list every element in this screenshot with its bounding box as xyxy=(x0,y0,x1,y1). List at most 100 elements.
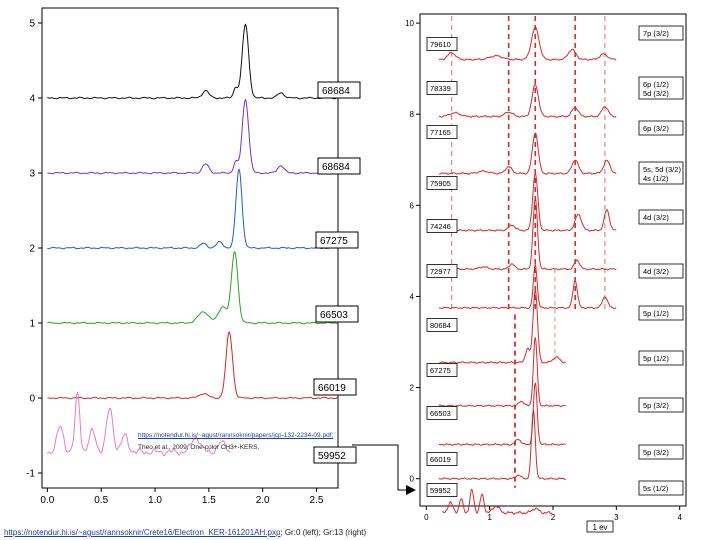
right-series-label-box xyxy=(426,264,458,278)
left-series-label: 59952 xyxy=(318,451,346,462)
left-series-label: 68684 xyxy=(322,86,350,97)
left-xtick-label: 1.5 xyxy=(202,495,216,506)
right-y-axis: 0 2 4 6 8 10 xyxy=(405,19,420,484)
left-series-label-box xyxy=(317,157,361,175)
right-state-label-box xyxy=(638,209,684,225)
right-series-line xyxy=(438,84,617,118)
right-series-label-box xyxy=(426,125,458,139)
right-series-label: 66019 xyxy=(430,455,451,464)
caption-url[interactable]: https://notendur.hi.is/~agust/rannsoknir… xyxy=(138,432,334,439)
right-series-line xyxy=(439,132,617,175)
right-state-label: 4d (3/2) xyxy=(643,267,669,276)
right-xtick-label: 0 xyxy=(424,513,429,522)
right-x-axis-label: 1 ev xyxy=(586,520,614,533)
left-y-axis: -1 0 1 2 3 4 5 xyxy=(26,19,42,480)
left-series-label-box xyxy=(315,231,359,249)
right-xtick-label: 4 xyxy=(677,513,682,522)
left-labels-group: 68684 68684 67275 66503 66019 59952 xyxy=(313,81,361,464)
left-series-line xyxy=(46,391,231,457)
right-state-label-box xyxy=(638,263,684,279)
left-series-line xyxy=(47,98,339,175)
right-ytick-label: 4 xyxy=(410,292,415,301)
right-x-axis-label-box xyxy=(586,520,614,533)
right-series-line xyxy=(442,488,553,515)
right-series-label: 80684 xyxy=(430,321,451,330)
right-ytick-label: 2 xyxy=(410,384,415,393)
left-series-line xyxy=(47,331,339,400)
right-ytick-label: 6 xyxy=(410,201,415,210)
footer-link[interactable]: https://notendur.hi.is/~agust/rannsoknir… xyxy=(4,528,281,537)
right-series-label-box xyxy=(426,483,458,497)
left-ytick-label: 4 xyxy=(29,94,35,105)
right-series-label-box xyxy=(426,318,458,332)
connector-arrow xyxy=(352,444,416,495)
left-ytick-label: 0 xyxy=(29,394,35,405)
right-ytick-label: 0 xyxy=(410,475,415,484)
right-series-label-box xyxy=(426,219,458,233)
right-series-label-box xyxy=(426,176,458,190)
right-series-line xyxy=(438,409,566,481)
left-x-axis: 0.0 0.5 1.0 1.5 2.0 2.5 xyxy=(40,488,324,506)
right-series-label-box xyxy=(426,363,458,377)
right-xtick-label: 2 xyxy=(551,513,556,522)
right-state-label-box xyxy=(638,350,684,366)
right-series-group xyxy=(438,26,617,515)
right-labels-group: 79610 78339 77165 75905 74246 72977 80684 67275… xyxy=(426,37,458,497)
left-xtick-label: 2.5 xyxy=(310,495,324,506)
right-ytick-label: 8 xyxy=(410,110,415,119)
right-x-axis: 0 1 2 3 4 xyxy=(424,506,682,522)
left-series-label-box xyxy=(315,305,359,323)
right-state-label: 5s, 5d (3/2) xyxy=(643,165,681,174)
right-series-line xyxy=(438,337,566,408)
right-series-label: 59952 xyxy=(430,486,451,495)
right-series-label: 75905 xyxy=(430,179,451,188)
right-series-label: 74246 xyxy=(430,222,451,231)
caption-reference: Theo et al., 2009; One-color CH3+-KERS, xyxy=(138,444,260,451)
right-state-label: 7p (3/2) xyxy=(643,29,669,38)
right-state-label-box xyxy=(638,120,684,136)
left-series-line xyxy=(47,23,339,100)
right-state-label-box xyxy=(638,397,684,413)
right-state-label-box xyxy=(638,444,684,460)
right-series-label-box xyxy=(426,37,458,51)
right-series-line xyxy=(438,382,566,446)
right-ytick-label: 10 xyxy=(405,19,414,28)
right-series-line xyxy=(438,197,617,271)
left-ytick-label: 3 xyxy=(29,169,35,180)
left-series-label-box xyxy=(317,81,361,99)
right-xtick-label: 3 xyxy=(614,513,619,522)
right-series-label: 66503 xyxy=(430,409,451,418)
left-xtick-label: 0.5 xyxy=(94,495,108,506)
right-state-label: 4d (3/2) xyxy=(643,213,669,222)
left-chart: -1 0 1 2 3 4 5 0.0 0.5 1.0 1.5 2.0 2.5 68684 68684 67… xyxy=(26,7,361,506)
right-state-label: 6p (3/2) xyxy=(643,124,669,133)
left-series-label-box xyxy=(313,446,357,464)
left-ytick-label: 2 xyxy=(29,244,35,255)
right-series-line xyxy=(438,289,566,364)
right-series-label-box xyxy=(426,452,458,466)
right-xtick-label: 1 xyxy=(487,513,492,522)
right-state-label-box xyxy=(638,76,684,100)
right-state-label-box xyxy=(638,305,684,321)
left-xtick-label: 2.0 xyxy=(256,495,270,506)
right-reference-lines xyxy=(451,16,606,488)
left-ytick-label: 1 xyxy=(29,319,35,330)
left-series-label-box xyxy=(313,378,357,396)
right-series-label: 67275 xyxy=(430,366,451,375)
right-series-line xyxy=(438,171,617,232)
right-state-label: 4s (1/2) xyxy=(643,174,669,183)
left-ytick-label: 5 xyxy=(29,19,35,30)
right-state-label: 5s (1/2) xyxy=(643,484,669,493)
right-series-label: 78339 xyxy=(430,84,451,93)
right-state-label-box xyxy=(638,161,684,185)
left-series-label: 67275 xyxy=(320,236,348,247)
right-series-label: 79610 xyxy=(430,40,451,49)
right-state-label-box xyxy=(638,480,684,496)
right-series-label-box xyxy=(426,81,458,95)
right-state-label: 5p (3/2) xyxy=(643,448,669,457)
footer-text: ; Gr:0 (left); Gr:13 (right) xyxy=(280,528,367,537)
left-ytick-label: -1 xyxy=(26,469,35,480)
right-state-label: 5p (1/2) xyxy=(643,309,669,318)
